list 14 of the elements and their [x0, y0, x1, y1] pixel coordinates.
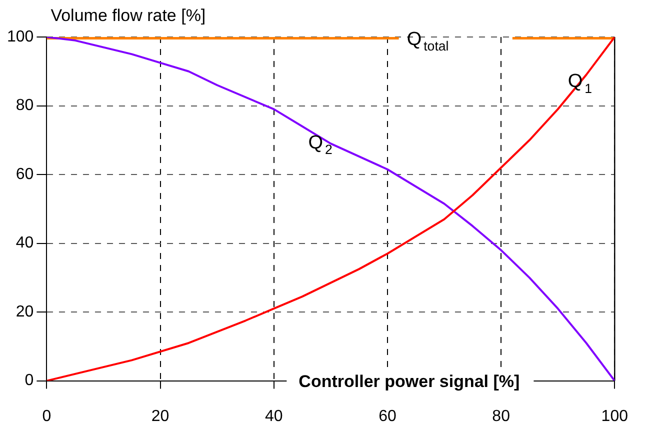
x-tick-label: 100 — [601, 408, 628, 425]
y-tick-label: 40 — [16, 234, 34, 252]
y-tick-label: 80 — [16, 97, 34, 114]
y-tick-label: 60 — [16, 166, 34, 183]
y-axis-title: Volume flow rate [%] — [50, 6, 206, 25]
x-tick-label: 20 — [151, 408, 170, 425]
x-tick-label: 40 — [264, 408, 283, 425]
x-tick-label: 80 — [492, 408, 510, 425]
x-tick-label: 0 — [42, 408, 52, 425]
y-tick-label: 0 — [24, 372, 34, 390]
x-tick-label: 60 — [378, 408, 396, 425]
y-tick-label: 100 — [6, 28, 34, 46]
y-tick-label: 20 — [16, 303, 34, 320]
x-axis-title: Controller power signal [%] — [298, 372, 520, 391]
